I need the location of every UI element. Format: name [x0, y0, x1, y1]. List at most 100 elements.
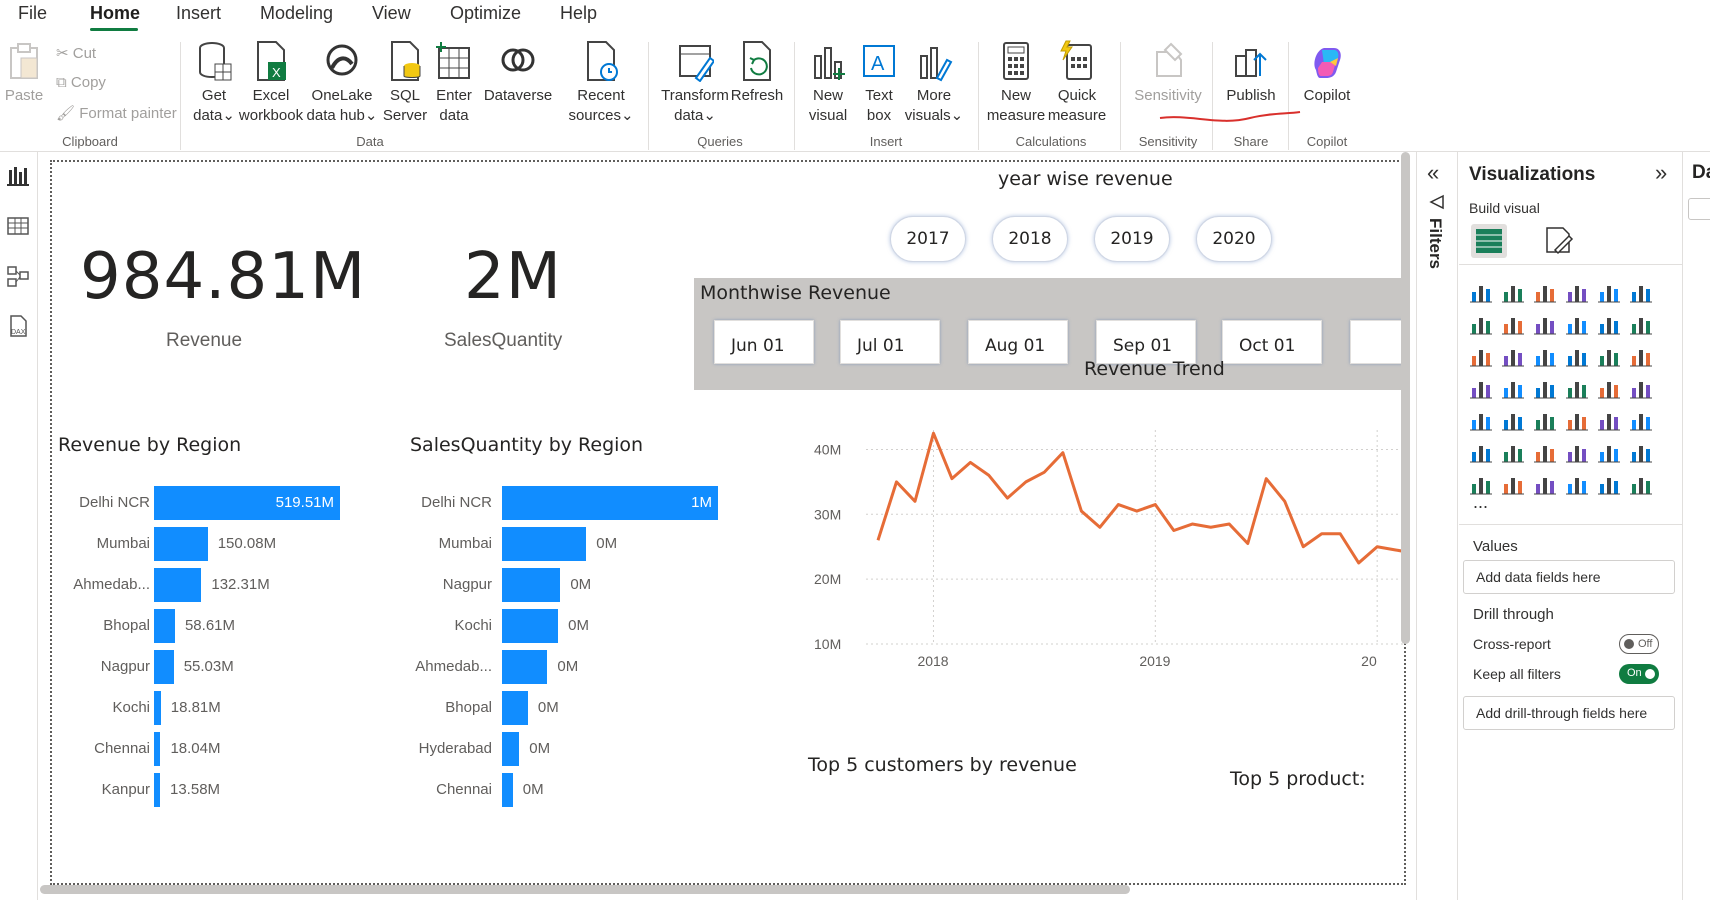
line-column-icon[interactable] — [1597, 312, 1621, 336]
r-visual-icon[interactable] — [1629, 408, 1653, 432]
year-2020-button[interactable]: 2020 — [1196, 216, 1272, 262]
bar[interactable] — [502, 527, 587, 561]
keep-filters-toggle[interactable]: On — [1619, 664, 1659, 684]
funnel-icon[interactable] — [1533, 344, 1557, 368]
azure-map-icon[interactable] — [1565, 376, 1589, 400]
100-bar-icon[interactable] — [1597, 280, 1621, 304]
cut-button[interactable]: ✂ Cut — [56, 44, 96, 62]
format-painter-button[interactable]: 🖌 Format painter — [56, 104, 177, 122]
month-oct-button[interactable]: Oct 01 — [1222, 320, 1322, 364]
bar[interactable] — [502, 568, 561, 602]
month-jun-button[interactable]: Jun 01 — [714, 320, 814, 364]
data-pane[interactable]: Da — [1684, 152, 1710, 900]
revenue-trend-chart[interactable]: 40M 30M 20M 10M 2018 2019 20 — [812, 390, 1406, 670]
area-icon[interactable] — [1501, 312, 1525, 336]
new-measure-button[interactable]: New measure — [986, 40, 1046, 126]
matrix-icon[interactable] — [1597, 408, 1621, 432]
sensitivity-button[interactable]: Sensitivity — [1128, 40, 1208, 106]
month-sep-button[interactable]: Sep 01 — [1096, 320, 1196, 364]
bar[interactable] — [154, 773, 160, 807]
map-icon[interactable] — [1501, 376, 1525, 400]
button-slicer-icon[interactable] — [1533, 472, 1557, 496]
power-apps-icon[interactable] — [1565, 472, 1589, 496]
year-2019-button[interactable]: 2019 — [1094, 216, 1170, 262]
month-jul-button[interactable]: Jul 01 — [840, 320, 940, 364]
ribbon-icon[interactable] — [1469, 344, 1493, 368]
publish-button[interactable]: Publish — [1220, 40, 1282, 106]
canvas-horizontal-scrollbar[interactable] — [40, 885, 1130, 894]
stacked-area-icon[interactable] — [1533, 312, 1557, 336]
line-icon[interactable] — [1469, 312, 1493, 336]
menu-modeling[interactable]: Modeling — [260, 3, 334, 23]
goals-icon[interactable] — [1629, 440, 1653, 464]
bar[interactable] — [154, 527, 208, 561]
table-view-icon[interactable] — [6, 214, 30, 238]
bar[interactable] — [154, 568, 202, 602]
month-aug-button[interactable]: Aug 01 — [968, 320, 1068, 364]
new-visual-button[interactable]: New visual — [804, 40, 852, 126]
clustered-column-icon[interactable] — [1565, 280, 1589, 304]
key-influencers-icon[interactable] — [1501, 440, 1525, 464]
stacked-column-icon[interactable] — [1501, 280, 1525, 304]
filters-pane[interactable]: « Filters — [1416, 152, 1458, 900]
year-2018-button[interactable]: 2018 — [992, 216, 1068, 262]
dataverse-button[interactable]: Dataverse — [478, 40, 558, 106]
transform-data-button[interactable]: Transform data⌄ — [660, 40, 730, 126]
decomposition-tree-icon[interactable] — [1533, 440, 1557, 464]
bar[interactable] — [154, 609, 175, 643]
clustered-bar-icon[interactable] — [1533, 280, 1557, 304]
dax-query-icon[interactable]: DAX — [6, 314, 30, 338]
line-clustered-icon[interactable] — [1629, 312, 1653, 336]
menu-file[interactable]: File — [18, 3, 48, 23]
bar[interactable] — [154, 732, 161, 766]
menu-help[interactable]: Help — [560, 3, 598, 23]
model-view-icon[interactable] — [6, 264, 30, 288]
bar[interactable] — [502, 691, 528, 725]
menu-optimize[interactable]: Optimize — [450, 3, 522, 23]
copilot-button[interactable]: Copilot — [1296, 40, 1358, 106]
gauge-icon[interactable] — [1597, 376, 1621, 400]
multirow-card-icon[interactable] — [1469, 408, 1493, 432]
sql-server-button[interactable]: SQL Server — [382, 40, 428, 126]
bar[interactable] — [502, 773, 513, 807]
enter-data-button[interactable]: Enter data — [432, 40, 476, 126]
python-visual-icon[interactable] — [1469, 440, 1493, 464]
more-visuals-ellipsis[interactable]: ... — [1473, 492, 1489, 512]
power-automate-icon[interactable] — [1597, 472, 1621, 496]
treemap-icon[interactable] — [1469, 376, 1493, 400]
paginated-report-icon[interactable] — [1469, 472, 1493, 496]
shape-map-icon[interactable] — [1629, 472, 1653, 496]
recent-sources-button[interactable]: Recent sources⌄ — [566, 40, 636, 126]
bar[interactable] — [154, 486, 340, 520]
donut-icon[interactable] — [1629, 344, 1653, 368]
year-2017-button[interactable]: 2017 — [890, 216, 966, 262]
paste-button[interactable]: Paste — [4, 40, 44, 106]
drill-through-well[interactable]: Add drill-through fields here — [1463, 696, 1675, 730]
text-box-button[interactable]: A Text box — [856, 40, 902, 126]
scatter-icon[interactable] — [1565, 344, 1589, 368]
bar[interactable] — [154, 650, 174, 684]
get-data-button[interactable]: Get data⌄ — [188, 40, 240, 126]
cross-report-toggle[interactable]: Off — [1619, 634, 1659, 654]
quick-measure-button[interactable]: Quick measure — [1046, 40, 1108, 126]
bar[interactable] — [502, 609, 559, 643]
100-column-icon[interactable] — [1629, 280, 1653, 304]
menu-home[interactable]: Home — [90, 3, 141, 23]
values-well[interactable]: Add data fields here — [1463, 560, 1675, 594]
card-new-icon[interactable] — [1501, 472, 1525, 496]
expand-right-icon[interactable]: » — [1655, 160, 1668, 185]
revenue-trend-line[interactable] — [876, 431, 1406, 565]
waterfall-icon[interactable] — [1501, 344, 1525, 368]
copy-button[interactable]: ⧉ Copy — [56, 74, 106, 91]
filled-map-icon[interactable] — [1533, 376, 1557, 400]
card-icon[interactable] — [1629, 376, 1653, 400]
narrative-icon[interactable] — [1597, 440, 1621, 464]
canvas-vertical-scrollbar[interactable] — [1401, 152, 1410, 644]
table-icon[interactable] — [1565, 408, 1589, 432]
report-view-icon[interactable] — [6, 164, 30, 188]
bar[interactable] — [502, 650, 548, 684]
stacked-bar-icon[interactable] — [1469, 280, 1493, 304]
bar[interactable] — [154, 691, 161, 725]
excel-workbook-button[interactable]: X Excel workbook — [238, 40, 304, 126]
refresh-button[interactable]: Refresh — [730, 40, 784, 106]
